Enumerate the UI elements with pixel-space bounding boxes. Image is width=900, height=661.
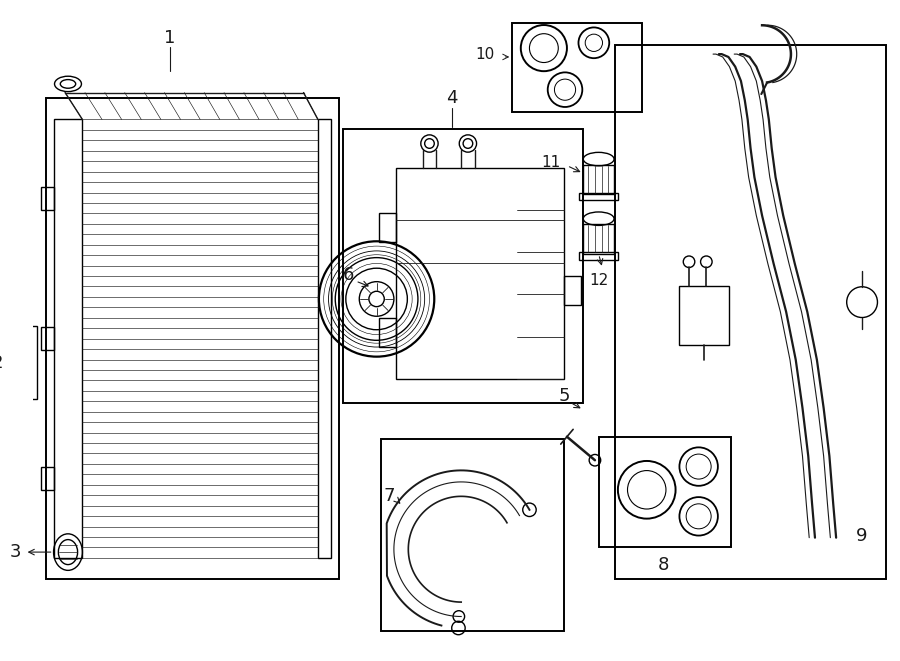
- Bar: [680, 286, 729, 346]
- Bar: [580, 192, 618, 200]
- Bar: [41, 327, 54, 350]
- Text: 6: 6: [343, 266, 355, 284]
- Text: 12: 12: [589, 274, 608, 288]
- Bar: [564, 276, 581, 305]
- Text: 11: 11: [541, 155, 560, 171]
- Text: 8: 8: [657, 556, 669, 574]
- Text: 5: 5: [558, 387, 570, 405]
- Bar: [41, 187, 54, 210]
- Bar: [379, 213, 396, 241]
- Text: 7: 7: [383, 487, 395, 506]
- Bar: [580, 252, 618, 260]
- Bar: [382, 439, 564, 631]
- Bar: [512, 23, 642, 112]
- Bar: [396, 167, 564, 379]
- Text: 1: 1: [164, 29, 176, 47]
- Bar: [41, 467, 54, 490]
- Bar: [54, 120, 83, 558]
- Bar: [27, 326, 37, 399]
- Text: 2: 2: [0, 354, 4, 371]
- Bar: [615, 46, 886, 579]
- Text: 4: 4: [446, 89, 457, 107]
- Bar: [583, 165, 614, 194]
- Bar: [46, 98, 339, 579]
- Text: 9: 9: [856, 527, 868, 545]
- Bar: [379, 319, 396, 347]
- Bar: [598, 437, 732, 547]
- Bar: [318, 120, 331, 558]
- Bar: [583, 225, 614, 254]
- Text: 10: 10: [475, 47, 495, 61]
- Text: 3: 3: [9, 543, 21, 561]
- Bar: [343, 129, 583, 403]
